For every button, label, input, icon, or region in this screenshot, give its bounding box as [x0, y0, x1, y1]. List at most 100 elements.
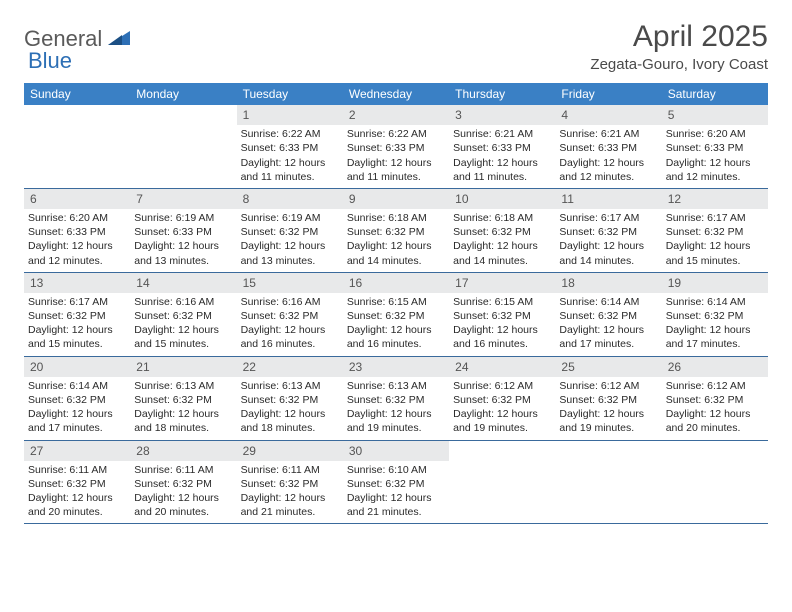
week-row: 1Sunrise: 6:22 AMSunset: 6:33 PMDaylight…	[24, 105, 768, 189]
sunrise-text: Sunrise: 6:21 AM	[453, 127, 551, 141]
sunrise-text: Sunrise: 6:12 AM	[453, 379, 551, 393]
day-cell: 12Sunrise: 6:17 AMSunset: 6:32 PMDayligh…	[662, 189, 768, 272]
day-cell: 2Sunrise: 6:22 AMSunset: 6:33 PMDaylight…	[343, 105, 449, 188]
day-body: Sunrise: 6:12 AMSunset: 6:32 PMDaylight:…	[449, 377, 555, 440]
daylight-text: Daylight: 12 hours and 14 minutes.	[347, 239, 445, 267]
day-cell: 22Sunrise: 6:13 AMSunset: 6:32 PMDayligh…	[237, 357, 343, 440]
day-number: 16	[343, 273, 449, 293]
day-number: 29	[237, 441, 343, 461]
day-number	[130, 105, 236, 109]
day-number: 4	[555, 105, 661, 125]
weekday-header: Thursday	[449, 83, 555, 105]
day-cell: 17Sunrise: 6:15 AMSunset: 6:32 PMDayligh…	[449, 273, 555, 356]
sunset-text: Sunset: 6:33 PM	[28, 225, 126, 239]
day-cell: 10Sunrise: 6:18 AMSunset: 6:32 PMDayligh…	[449, 189, 555, 272]
day-body: Sunrise: 6:20 AMSunset: 6:33 PMDaylight:…	[662, 125, 768, 188]
sunset-text: Sunset: 6:33 PM	[347, 141, 445, 155]
sunset-text: Sunset: 6:33 PM	[241, 141, 339, 155]
day-cell	[449, 441, 555, 524]
daylight-text: Daylight: 12 hours and 11 minutes.	[453, 156, 551, 184]
day-number: 26	[662, 357, 768, 377]
day-cell: 4Sunrise: 6:21 AMSunset: 6:33 PMDaylight…	[555, 105, 661, 188]
day-cell	[662, 441, 768, 524]
day-number: 14	[130, 273, 236, 293]
day-body: Sunrise: 6:22 AMSunset: 6:33 PMDaylight:…	[237, 125, 343, 188]
day-body: Sunrise: 6:13 AMSunset: 6:32 PMDaylight:…	[130, 377, 236, 440]
sunset-text: Sunset: 6:32 PM	[241, 309, 339, 323]
day-cell: 20Sunrise: 6:14 AMSunset: 6:32 PMDayligh…	[24, 357, 130, 440]
day-number: 30	[343, 441, 449, 461]
week-row: 6Sunrise: 6:20 AMSunset: 6:33 PMDaylight…	[24, 189, 768, 273]
day-body: Sunrise: 6:22 AMSunset: 6:33 PMDaylight:…	[343, 125, 449, 188]
sunset-text: Sunset: 6:32 PM	[559, 225, 657, 239]
weekday-header: Tuesday	[237, 83, 343, 105]
day-cell	[555, 441, 661, 524]
day-number: 15	[237, 273, 343, 293]
day-number: 23	[343, 357, 449, 377]
day-number	[24, 105, 130, 109]
daylight-text: Daylight: 12 hours and 16 minutes.	[241, 323, 339, 351]
day-cell: 15 Sunrise: 6:16 AMSunset: 6:32 PMDayligh…	[237, 273, 343, 356]
sunset-text: Sunset: 6:32 PM	[347, 477, 445, 491]
day-cell: 14Sunrise: 6:16 AMSunset: 6:32 PMDayligh…	[130, 273, 236, 356]
day-number: 13	[24, 273, 130, 293]
sunrise-text: Sunrise: 6:20 AM	[666, 127, 764, 141]
sunrise-text: Sunrise: 6:16 AM	[134, 295, 232, 309]
day-body: Sunrise: 6:11 AMSunset: 6:32 PMDaylight:…	[237, 461, 343, 524]
calendar-grid: Sunday Monday Tuesday Wednesday Thursday…	[24, 83, 768, 524]
day-number: 20	[24, 357, 130, 377]
day-number: 9	[343, 189, 449, 209]
day-number: 12	[662, 189, 768, 209]
day-body: Sunrise: 6:13 AMSunset: 6:32 PMDaylight:…	[343, 377, 449, 440]
sunset-text: Sunset: 6:32 PM	[28, 393, 126, 407]
day-number: 22	[237, 357, 343, 377]
day-cell: 6Sunrise: 6:20 AMSunset: 6:33 PMDaylight…	[24, 189, 130, 272]
sunrise-text: Sunrise: 6:14 AM	[28, 379, 126, 393]
sunset-text: Sunset: 6:32 PM	[28, 309, 126, 323]
sunrise-text: Sunrise: 6:22 AM	[347, 127, 445, 141]
day-body: Sunrise: 6:13 AMSunset: 6:32 PMDaylight:…	[237, 377, 343, 440]
day-number: 28	[130, 441, 236, 461]
day-number: 21	[130, 357, 236, 377]
sunrise-text: Sunrise: 6:20 AM	[28, 211, 126, 225]
header: General April 2025 Zegata-Gouro, Ivory C…	[24, 20, 768, 73]
sunrise-text: Sunrise: 6:10 AM	[347, 463, 445, 477]
day-number: 2	[343, 105, 449, 125]
daylight-text: Daylight: 12 hours and 17 minutes.	[666, 323, 764, 351]
day-cell: 25Sunrise: 6:12 AMSunset: 6:32 PMDayligh…	[555, 357, 661, 440]
sunset-text: Sunset: 6:32 PM	[134, 477, 232, 491]
daylight-text: Daylight: 12 hours and 19 minutes.	[347, 407, 445, 435]
day-body: Sunrise: 6:17 AMSunset: 6:32 PMDaylight:…	[555, 209, 661, 272]
day-body: Sunrise: 6:19 AMSunset: 6:32 PMDaylight:…	[237, 209, 343, 272]
weekday-header: Sunday	[24, 83, 130, 105]
week-row: 27Sunrise: 6:11 AMSunset: 6:32 PMDayligh…	[24, 441, 768, 525]
week-row: 13Sunrise: 6:17 AMSunset: 6:32 PMDayligh…	[24, 273, 768, 357]
sunrise-text: Sunrise: 6:17 AM	[559, 211, 657, 225]
day-cell: 26Sunrise: 6:12 AMSunset: 6:32 PMDayligh…	[662, 357, 768, 440]
sunset-text: Sunset: 6:33 PM	[453, 141, 551, 155]
daylight-text: Daylight: 12 hours and 12 minutes.	[666, 156, 764, 184]
day-cell: 19Sunrise: 6:14 AMSunset: 6:32 PMDayligh…	[662, 273, 768, 356]
sunset-text: Sunset: 6:32 PM	[241, 393, 339, 407]
day-cell: 9Sunrise: 6:18 AMSunset: 6:32 PMDaylight…	[343, 189, 449, 272]
sunset-text: Sunset: 6:32 PM	[347, 393, 445, 407]
day-body: Sunrise: 6:17 AMSunset: 6:32 PMDaylight:…	[662, 209, 768, 272]
day-cell: 23Sunrise: 6:13 AMSunset: 6:32 PMDayligh…	[343, 357, 449, 440]
day-body: Sunrise: 6:14 AMSunset: 6:32 PMDaylight:…	[555, 293, 661, 356]
sunrise-text: Sunrise: 6:16 AM	[241, 295, 339, 309]
sunset-text: Sunset: 6:32 PM	[134, 309, 232, 323]
day-number: 6	[24, 189, 130, 209]
weekday-header: Monday	[130, 83, 236, 105]
sunrise-text: Sunrise: 6:19 AM	[241, 211, 339, 225]
sunrise-text: Sunrise: 6:15 AM	[347, 295, 445, 309]
daylight-text: Daylight: 12 hours and 20 minutes.	[134, 491, 232, 519]
day-cell: 18Sunrise: 6:14 AMSunset: 6:32 PMDayligh…	[555, 273, 661, 356]
sunrise-text: Sunrise: 6:14 AM	[666, 295, 764, 309]
day-body: Sunrise: 6:11 AMSunset: 6:32 PMDaylight:…	[130, 461, 236, 524]
sunrise-text: Sunrise: 6:11 AM	[134, 463, 232, 477]
day-cell: 13Sunrise: 6:17 AMSunset: 6:32 PMDayligh…	[24, 273, 130, 356]
day-body: Sunrise: 6:20 AMSunset: 6:33 PMDaylight:…	[24, 209, 130, 272]
day-number: 5	[662, 105, 768, 125]
sunset-text: Sunset: 6:32 PM	[559, 393, 657, 407]
day-body: Sunrise: 6:11 AMSunset: 6:32 PMDaylight:…	[24, 461, 130, 524]
